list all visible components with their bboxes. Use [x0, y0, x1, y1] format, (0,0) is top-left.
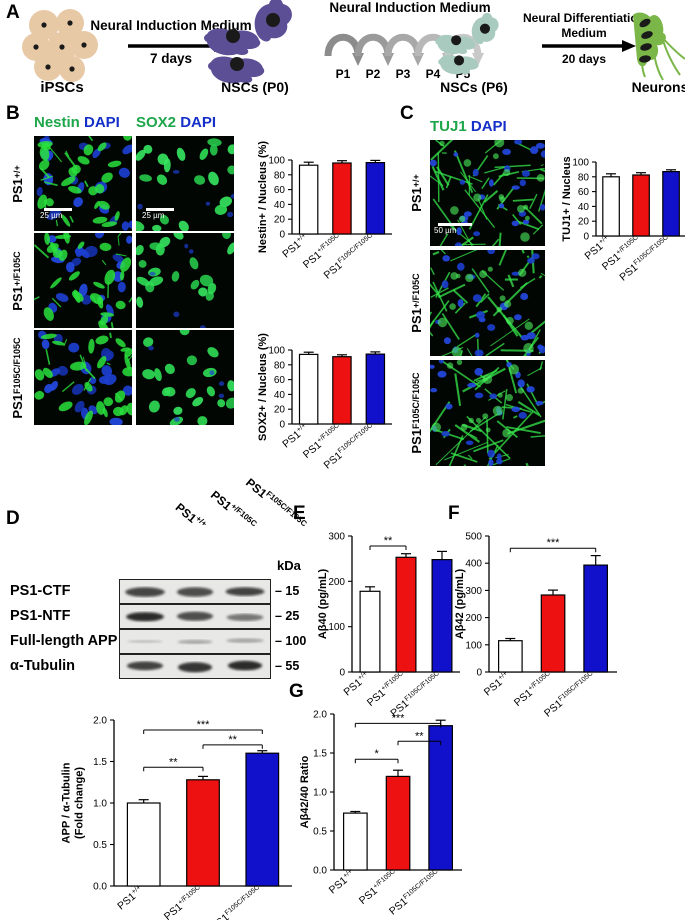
svg-text:20: 20 [274, 215, 286, 226]
svg-text:0: 0 [583, 232, 589, 243]
svg-text:Neural Induction Medium: Neural Induction Medium [329, 0, 490, 15]
svg-text:40: 40 [274, 200, 286, 211]
svg-text:80: 80 [578, 172, 590, 183]
svg-text:PS1+/F105C: PS1+/F105C [162, 884, 205, 920]
svg-text:100: 100 [328, 622, 345, 633]
svg-text:1.5: 1.5 [93, 757, 107, 768]
svg-text:NSCs (P0): NSCs (P0) [221, 79, 289, 95]
svg-text:NSCs (P6): NSCs (P6) [440, 79, 508, 95]
svg-text:80: 80 [274, 170, 286, 181]
svg-text:0.5: 0.5 [93, 840, 107, 851]
svg-text:Aβ42/40 Ratio: Aβ42/40 Ratio [299, 755, 311, 828]
svg-text:100: 100 [268, 156, 285, 167]
svg-text:0.0: 0.0 [93, 882, 107, 893]
svg-text:20: 20 [578, 217, 590, 228]
svg-text:PS1+/F105C: PS1+/F105C [512, 670, 555, 709]
svg-text:Nestin+ / Nucleus (%): Nestin+ / Nucleus (%) [257, 141, 269, 254]
svg-text:Neural Differentiation: Neural Differentiation [523, 11, 645, 25]
svg-text:Neurons: Neurons [632, 79, 685, 95]
svg-text:PS1F105C/F105C: PS1F105C/F105C [542, 670, 598, 719]
svg-text:400: 400 [465, 559, 482, 570]
svg-text:TUJ1+ / Nucleus: TUJ1+ / Nucleus [561, 156, 573, 241]
svg-text:300: 300 [328, 532, 345, 543]
svg-text:0: 0 [279, 230, 285, 241]
svg-text:PS1+/F105C: PS1+/F105C [357, 868, 400, 907]
svg-text:60: 60 [274, 185, 286, 196]
svg-text:40: 40 [274, 390, 286, 401]
svg-text:**: ** [228, 734, 237, 746]
svg-text:80: 80 [274, 360, 286, 371]
svg-text:P4: P4 [426, 67, 441, 81]
svg-text:***: *** [547, 537, 561, 549]
svg-text:1.5: 1.5 [313, 749, 327, 760]
svg-text:APP / α-Tubulin: APP / α-Tubulin [61, 762, 73, 843]
svg-text:*: * [375, 748, 380, 760]
svg-text:Medium: Medium [561, 26, 606, 40]
svg-text:1.0: 1.0 [313, 788, 327, 799]
svg-text:Aβ42 (pg/mL): Aβ42 (pg/mL) [454, 569, 466, 640]
svg-text:200: 200 [465, 613, 482, 624]
svg-text:Aβ40 (pg/mL): Aβ40 (pg/mL) [317, 569, 329, 640]
svg-text:PS1F105C/F105C: PS1F105C/F105C [209, 884, 265, 920]
svg-text:**: ** [169, 756, 178, 768]
svg-text:0.0: 0.0 [313, 866, 327, 877]
svg-text:0.5: 0.5 [313, 827, 327, 838]
svg-text:100: 100 [465, 640, 482, 651]
svg-text:100: 100 [268, 346, 285, 357]
svg-text:***: *** [197, 719, 211, 731]
svg-text:500: 500 [465, 532, 482, 543]
svg-text:60: 60 [274, 375, 286, 386]
svg-text:100: 100 [572, 158, 589, 169]
svg-text:40: 40 [578, 202, 590, 213]
svg-text:1.0: 1.0 [93, 799, 107, 810]
svg-text:20 days: 20 days [562, 52, 606, 66]
svg-text:300: 300 [465, 586, 482, 597]
svg-text:**: ** [415, 730, 424, 742]
svg-text:PS1+/+: PS1+/+ [327, 868, 357, 896]
svg-text:0: 0 [279, 420, 285, 431]
svg-text:P3: P3 [396, 67, 411, 81]
svg-text:iPSCs: iPSCs [40, 79, 83, 96]
svg-text:0: 0 [476, 668, 482, 679]
svg-text:2.0: 2.0 [93, 716, 107, 727]
svg-text:200: 200 [328, 577, 345, 588]
svg-text:20: 20 [274, 405, 286, 416]
svg-text:2.0: 2.0 [313, 710, 327, 721]
svg-text:P1: P1 [336, 67, 351, 81]
svg-text:0: 0 [339, 668, 345, 679]
svg-text:PS1+/+: PS1+/+ [482, 670, 512, 698]
svg-text:P2: P2 [366, 67, 381, 81]
svg-text:SOX2+ / Nucleus (%): SOX2+ / Nucleus (%) [257, 333, 269, 441]
svg-text:7 days: 7 days [150, 51, 192, 66]
svg-text:**: ** [384, 535, 393, 547]
svg-text:PS1+/+: PS1+/+ [115, 884, 145, 912]
svg-text:PS1F105C/F105C: PS1F105C/F105C [387, 868, 443, 917]
svg-text:(Fold change): (Fold change) [74, 767, 86, 839]
svg-text:***: *** [392, 712, 406, 724]
svg-text:60: 60 [578, 187, 590, 198]
